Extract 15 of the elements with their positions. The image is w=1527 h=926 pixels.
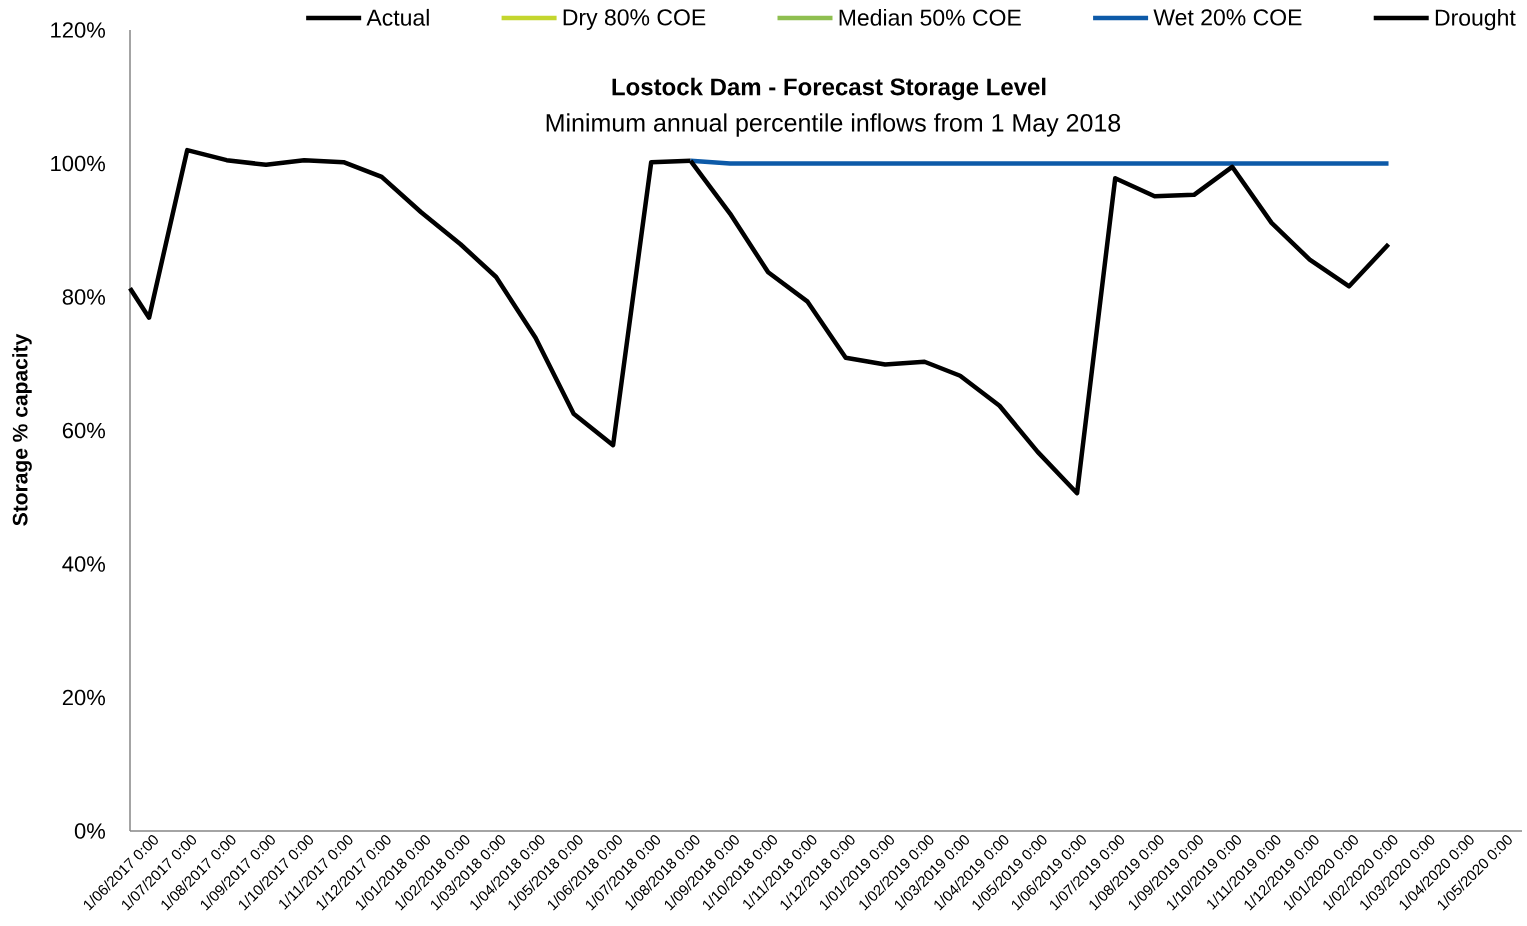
y-tick-label: 100% <box>51 155 106 172</box>
legend-label: Dry 80% COE <box>563 9 706 31</box>
y-tick-label: 0% <box>74 823 106 839</box>
y-tick-label: 40% <box>62 556 106 572</box>
legend-label: Actual <box>366 8 429 26</box>
text: Lostock Dam - Forecast Storage Level <box>612 77 1046 101</box>
legend-label: Drought <box>1435 8 1516 31</box>
y-tick-label: 80% <box>62 289 106 305</box>
y-axis-title: Storage % capacity <box>12 333 32 526</box>
legend-label: Median 50% COE <box>839 8 1021 26</box>
legend-label: Wet 20% COE <box>1153 9 1302 26</box>
text: Minimum annual percentile inflows from 1 May 2018 <box>546 113 1121 137</box>
y-tick-label: 20% <box>62 689 106 706</box>
y-tick-label: 120% <box>51 22 106 38</box>
y-tick-label: 60% <box>62 422 106 439</box>
